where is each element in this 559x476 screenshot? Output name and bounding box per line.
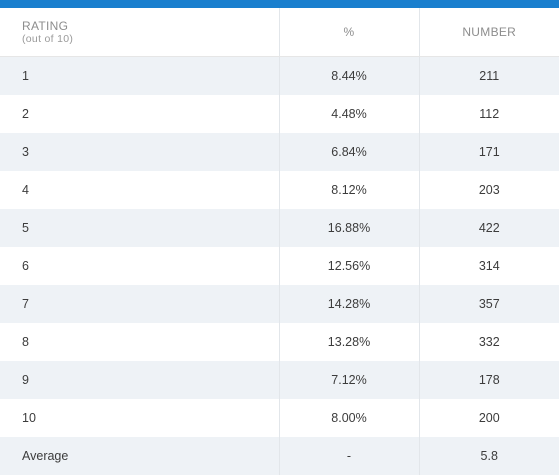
cell-percent: 7.12% [278,361,419,399]
header-row: RATING (out of 10) % NUMBER [0,8,559,57]
cell-rating: 9 [0,361,279,399]
cell-number: 314 [418,247,559,285]
cell-rating: Average [0,437,279,475]
cell-percent: 4.48% [278,95,419,133]
cell-number: 203 [418,171,559,209]
table-row: 6 12.56% 314 [0,247,559,285]
cell-percent: 8.44% [278,56,419,95]
cell-rating: 7 [0,285,279,323]
cell-rating: 6 [0,247,279,285]
table-row: 3 6.84% 171 [0,133,559,171]
cell-percent: 13.28% [278,323,419,361]
table-row: 2 4.48% 112 [0,95,559,133]
cell-number: 5.8 [418,437,559,475]
average-row: Average - 5.8 [0,437,559,475]
cell-number: 357 [418,285,559,323]
cell-number: 171 [418,133,559,171]
cell-percent: 8.12% [278,171,419,209]
header-percent: % [278,8,419,57]
table-row: 4 8.12% 203 [0,171,559,209]
table-row: 5 16.88% 422 [0,209,559,247]
table-row: 9 7.12% 178 [0,361,559,399]
cell-rating: 5 [0,209,279,247]
cell-number: 112 [418,95,559,133]
cell-percent: - [278,437,419,475]
cell-rating: 10 [0,399,279,437]
table-row: 10 8.00% 200 [0,399,559,437]
header-rating-label: RATING [22,18,69,33]
cell-number: 200 [418,399,559,437]
header-number: NUMBER [418,8,559,57]
table-header: RATING (out of 10) % NUMBER [0,8,559,57]
cell-percent: 16.88% [278,209,419,247]
cell-percent: 14.28% [278,285,419,323]
cell-rating: 1 [0,56,279,95]
cell-number: 178 [418,361,559,399]
table-row: 8 13.28% 332 [0,323,559,361]
table-row: 1 8.44% 211 [0,56,559,95]
cell-rating: 3 [0,133,279,171]
cell-percent: 12.56% [278,247,419,285]
table-body: 1 8.44% 211 2 4.48% 112 3 6.84% 171 4 8.… [0,56,559,475]
accent-bar [0,0,559,8]
header-rating: RATING (out of 10) [0,8,279,57]
header-rating-sublabel: (out of 10) [22,32,74,45]
table-row: 7 14.28% 357 [0,285,559,323]
cell-rating: 4 [0,171,279,209]
cell-percent: 8.00% [278,399,419,437]
ratings-table: RATING (out of 10) % NUMBER 1 8.44% 211 … [0,8,559,475]
cell-rating: 8 [0,323,279,361]
cell-rating: 2 [0,95,279,133]
cell-percent: 6.84% [278,133,419,171]
cell-number: 332 [418,323,559,361]
cell-number: 211 [418,56,559,95]
cell-number: 422 [418,209,559,247]
